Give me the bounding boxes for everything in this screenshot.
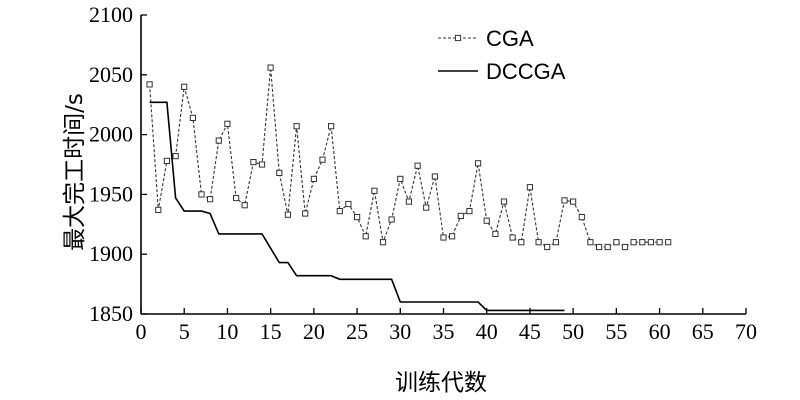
y-tick-label: 1900 — [89, 241, 133, 266]
cga-point — [544, 243, 551, 251]
cga-point — [319, 156, 326, 163]
cga-point — [302, 210, 309, 217]
cga-point — [414, 162, 421, 169]
cga-point — [198, 191, 205, 198]
cga-point — [388, 216, 395, 223]
x-axis-title: 训练代数 — [395, 370, 487, 396]
cga-point — [405, 198, 412, 205]
cga-point — [155, 206, 162, 214]
cga-point — [354, 214, 361, 221]
x-tick-label: 15 — [260, 319, 282, 344]
legend: CGA DCCGA — [438, 26, 566, 84]
cga-point — [621, 243, 629, 251]
y-axis-title: 最大完工时间/s — [62, 93, 88, 251]
x-tick-label: 0 — [136, 319, 147, 344]
cga-point — [362, 233, 369, 240]
cga-point — [293, 123, 300, 130]
cga-point — [276, 169, 283, 177]
cga-point — [172, 153, 179, 160]
cga-point — [639, 239, 646, 246]
y-tick-label: 1850 — [89, 301, 133, 326]
cga-point — [509, 234, 516, 241]
cga-point — [224, 120, 231, 127]
x-tick-label: 70 — [735, 319, 757, 344]
x-tick-label: 20 — [303, 319, 325, 344]
cga-point — [241, 202, 248, 209]
x-tick-label: 40 — [476, 319, 498, 344]
x-tick-label: 45 — [519, 319, 541, 344]
axes: 0 5 10 15 20 25 30 35 40 45 50 55 60 65 70 1850 1900 1950… — [89, 2, 757, 344]
legend-cga-label: CGA — [486, 26, 534, 51]
cga-point — [440, 234, 447, 241]
cga-point — [647, 239, 654, 246]
cga-point — [587, 239, 594, 246]
x-tick-label: 60 — [649, 319, 671, 344]
x-tick-label: 50 — [562, 319, 584, 344]
dccga-series-line — [149, 101, 565, 312]
cga-point — [397, 175, 404, 183]
cga-point — [379, 239, 387, 246]
cga-point — [604, 243, 611, 251]
cga-point — [163, 157, 171, 165]
cga-point — [345, 200, 352, 208]
cga-point — [146, 81, 153, 88]
cga-point — [665, 239, 672, 246]
cga-point — [250, 159, 257, 166]
cga-point — [466, 208, 473, 215]
cga-point — [656, 239, 663, 246]
cga-point — [207, 196, 214, 203]
y-tick-label: 2000 — [89, 122, 133, 147]
cga-point — [449, 233, 456, 240]
cga-point — [475, 160, 482, 167]
cga-point — [613, 239, 620, 246]
y-tick-label: 2100 — [89, 2, 133, 27]
cga-point — [570, 198, 577, 205]
series-layer — [146, 64, 672, 312]
cga-point — [596, 243, 603, 251]
cga-point — [457, 212, 464, 220]
cga-point — [483, 217, 490, 224]
cga-point — [535, 239, 542, 246]
legend-cga-marker — [454, 34, 462, 42]
cga-point — [328, 123, 335, 130]
cga-point — [518, 239, 525, 246]
y-tick-label: 1950 — [89, 181, 133, 206]
x-tick-label: 65 — [692, 319, 714, 344]
x-tick-label: 25 — [346, 319, 368, 344]
cga-point — [258, 161, 266, 168]
cga-point — [552, 239, 559, 246]
cga-point — [431, 173, 438, 180]
cga-point — [578, 214, 585, 221]
cga-point — [284, 211, 291, 218]
legend-dccga-label: DCCGA — [486, 59, 566, 84]
cga-series-line — [149, 67, 669, 248]
y-tick-label: 2050 — [89, 62, 133, 87]
x-tick-label: 55 — [605, 319, 627, 344]
cga-point — [310, 175, 317, 183]
cga-point — [215, 137, 222, 144]
x-tick-label: 35 — [433, 319, 455, 344]
cga-point — [267, 64, 274, 71]
cga-point — [189, 114, 197, 122]
cga-point — [181, 83, 188, 90]
x-tick-label: 30 — [389, 319, 411, 344]
x-tick-label: 10 — [216, 319, 238, 344]
cga-point — [336, 208, 343, 215]
cga-point — [492, 230, 499, 238]
cga-point — [371, 187, 378, 194]
cga-point — [500, 198, 508, 205]
cga-point — [423, 204, 430, 211]
cga-point — [630, 239, 637, 246]
cga-point — [233, 194, 240, 202]
x-tick-label: 5 — [179, 319, 190, 344]
cga-point — [561, 197, 568, 204]
cga-point — [526, 184, 533, 191]
